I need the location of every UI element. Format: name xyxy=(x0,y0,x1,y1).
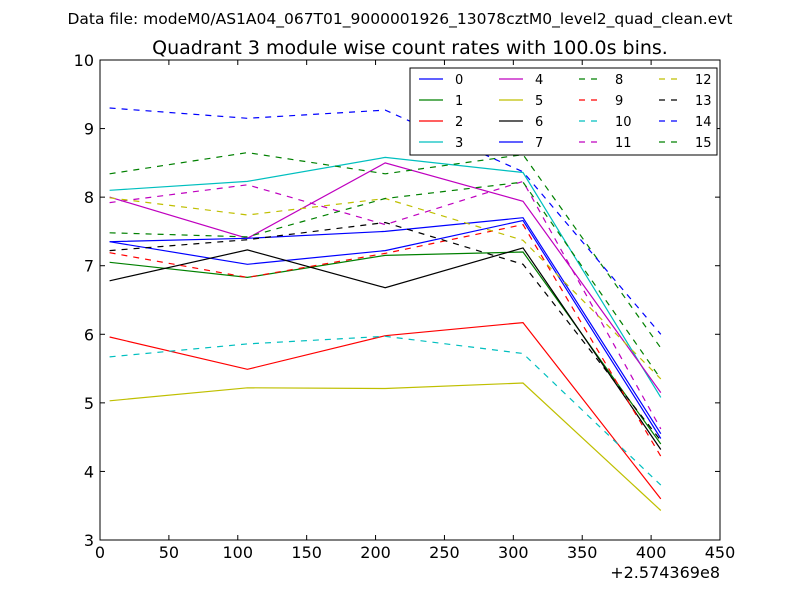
suptitle: Data file: modeM0/AS1A04_067T01_90000019… xyxy=(67,10,732,29)
legend-label-1: 1 xyxy=(455,94,463,109)
series-line-4 xyxy=(109,162,662,393)
x-tick-label: 50 xyxy=(159,543,179,562)
x-tick-label: 0 xyxy=(95,543,105,562)
legend-label-3: 3 xyxy=(455,136,463,151)
x-tick-label: 350 xyxy=(567,543,598,562)
series-line-6 xyxy=(109,247,662,450)
series-line-13 xyxy=(109,221,662,441)
y-tick-label: 5 xyxy=(84,394,94,413)
legend-label-13: 13 xyxy=(695,94,712,109)
x-tick-label: 300 xyxy=(498,543,529,562)
y-tick-label: 6 xyxy=(84,325,94,344)
legend-label-11: 11 xyxy=(615,136,632,151)
series-line-10 xyxy=(109,335,662,486)
legend-label-15: 15 xyxy=(695,136,712,151)
x-tick-label: 400 xyxy=(636,543,667,562)
axes-frame xyxy=(99,59,721,541)
legend-label-10: 10 xyxy=(615,115,632,130)
legend-label-14: 14 xyxy=(695,115,712,130)
x-tick-label: 200 xyxy=(360,543,391,562)
series-line-8 xyxy=(109,151,662,349)
legend-label-2: 2 xyxy=(455,115,463,130)
legend-label-4: 4 xyxy=(535,73,543,88)
series-line-5 xyxy=(109,382,662,511)
series-line-3 xyxy=(109,156,662,398)
y-tick-label: 9 xyxy=(84,120,94,139)
x-tick-label: 450 xyxy=(705,543,736,562)
series-line-14 xyxy=(109,107,662,335)
series-line-0 xyxy=(109,219,662,439)
x-offset-label: +2.574369e8 xyxy=(610,563,720,582)
y-tick-label: 10 xyxy=(74,51,94,70)
y-tick-label: 7 xyxy=(84,257,94,276)
chart-title: Quadrant 3 module wise count rates with … xyxy=(152,37,668,59)
y-tick-label: 4 xyxy=(84,462,94,481)
legend-label-6: 6 xyxy=(535,115,543,130)
legend-label-9: 9 xyxy=(615,94,623,109)
y-tick-label: 8 xyxy=(84,188,94,207)
legend-label-5: 5 xyxy=(535,94,543,109)
legend-label-8: 8 xyxy=(615,73,623,88)
x-tick-label: 100 xyxy=(223,543,254,562)
series-line-9 xyxy=(109,223,662,457)
legend-label-7: 7 xyxy=(535,136,543,151)
legend-label-12: 12 xyxy=(695,73,712,88)
legend-label-0: 0 xyxy=(455,73,463,88)
legend-frame xyxy=(409,67,718,156)
series-line-11 xyxy=(109,180,662,430)
y-tick-label: 3 xyxy=(84,531,94,550)
x-tick-label: 250 xyxy=(429,543,460,562)
series-layer xyxy=(109,107,662,511)
series-line-15 xyxy=(109,181,662,380)
x-tick-label: 150 xyxy=(291,543,322,562)
series-line-7 xyxy=(109,217,662,435)
